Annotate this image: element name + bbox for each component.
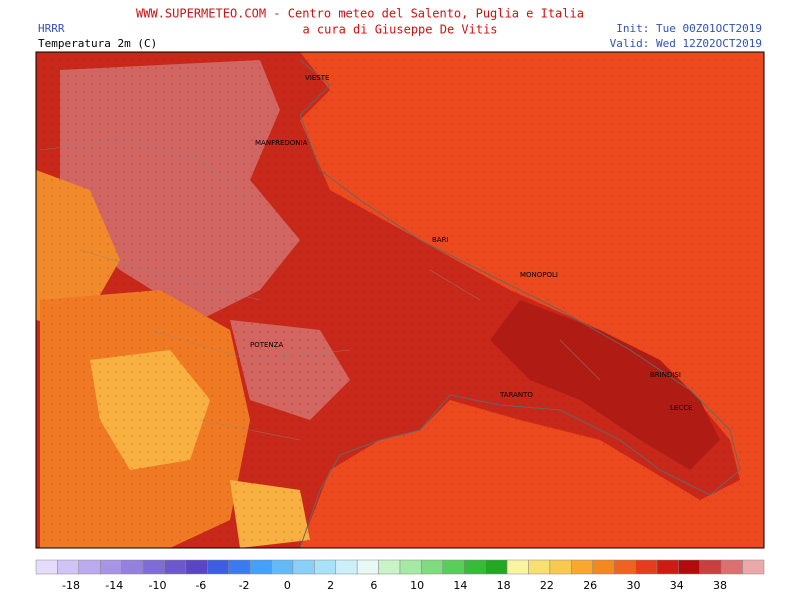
coastline — [299, 59, 741, 548]
site-title: WWW.SUPERMETEO.COM - Centro meteo del Sa… — [136, 7, 584, 21]
colorbar-label: 26 — [583, 579, 597, 592]
colorbar: -18 -14 -10 -6 -2 0 2 6 10 14 18 22 26 30 34 38 — [35, 559, 765, 592]
colorbar-swatch — [613, 559, 636, 575]
colorbar-label: 2 — [327, 579, 334, 592]
colorbar-label: 22 — [540, 579, 554, 592]
colorbar-swatch — [549, 559, 572, 575]
colorbar-swatch — [99, 559, 122, 575]
colorbar-label: 14 — [453, 579, 467, 592]
borders — [39, 139, 601, 441]
value-grid — [36, 52, 764, 548]
city-labels: VIESTE MANFREDONIA BARI MONOPOLI BRINDISI LEC… — [250, 74, 693, 412]
colorbar-label: 38 — [713, 579, 727, 592]
colorbar-label: 30 — [626, 579, 640, 592]
city-label: LECCE — [670, 404, 693, 412]
colorbar-swatch — [57, 559, 80, 575]
colorbar-label: 18 — [497, 579, 511, 592]
model-name: HRRR — [38, 22, 65, 35]
variable-name: Temperatura 2m (C) — [38, 37, 157, 50]
colorbar-swatch — [592, 559, 615, 575]
colorbar-swatch — [421, 559, 444, 575]
colorbar-swatch — [463, 559, 486, 575]
colorbar-swatch — [78, 559, 101, 575]
valid-time: Valid: Wed 12Z02OCT2019 — [610, 37, 762, 50]
colorbar-label: -10 — [149, 579, 167, 592]
colorbar-swatch — [720, 559, 743, 575]
colorbar-swatch — [121, 559, 144, 575]
colorbar-swatch — [442, 559, 465, 575]
colorbar-swatch — [571, 559, 593, 575]
city-label: POTENZA — [250, 341, 283, 349]
colorbar-swatch — [185, 559, 208, 575]
city-label: MONOPOLI — [520, 271, 558, 279]
city-label: BRINDISI — [650, 371, 681, 379]
colorbar-label: -2 — [239, 579, 250, 592]
colorbar-swatch — [228, 559, 251, 575]
colorbar-swatch — [271, 559, 294, 575]
colorbar-label: 10 — [410, 579, 424, 592]
colorbar-swatch — [207, 559, 229, 575]
colorbar-label: -6 — [195, 579, 206, 592]
city-label: TARANTO — [499, 391, 533, 399]
colorbar-swatch — [335, 559, 358, 575]
colorbar-swatch — [249, 559, 272, 575]
colorbar-swatch — [635, 559, 658, 575]
city-label: BARI — [432, 236, 449, 244]
author: a cura di Giuseppe De Vitis — [302, 23, 497, 37]
colorbar-label: 6 — [370, 579, 377, 592]
colorbar-swatch — [292, 559, 315, 575]
map-frame — [35, 51, 765, 549]
colorbar-swatch — [142, 559, 165, 575]
colorbar-swatch — [35, 559, 58, 575]
colorbar-swatch — [699, 559, 722, 575]
init-time: Init: Tue 00Z01OCT2019 — [616, 22, 762, 35]
colorbar-swatch — [378, 559, 401, 575]
colorbar-label: -14 — [105, 579, 123, 592]
colorbar-swatch — [506, 559, 529, 575]
colorbar-swatch — [742, 559, 765, 575]
colorbar-label: 0 — [284, 579, 291, 592]
colorbar-swatch — [314, 559, 337, 575]
map — [35, 51, 765, 549]
colorbar-label: -18 — [62, 579, 80, 592]
colorbar-swatch — [164, 559, 187, 575]
city-label: VIESTE — [305, 74, 329, 82]
colorbar-swatch — [356, 559, 379, 575]
city-label: MANFREDONIA — [255, 139, 308, 147]
colorbar-swatch — [656, 559, 679, 575]
colorbar-swatch — [485, 559, 508, 575]
colorbar-swatch — [678, 559, 701, 575]
colorbar-label: 34 — [670, 579, 684, 592]
colorbar-swatch — [399, 559, 422, 575]
colorbar-swatch — [528, 559, 551, 575]
